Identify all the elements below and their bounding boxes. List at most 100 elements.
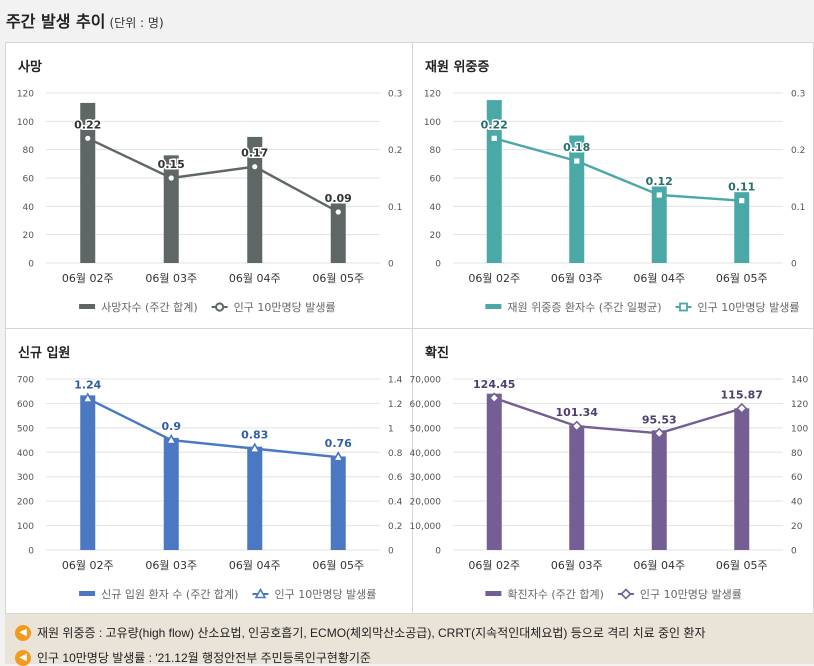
right-axis-tick-label: 0.2 [388,146,402,156]
line-point-marker [166,173,176,183]
line-point-marker [488,392,500,404]
left-axis-tick-label: 120 [424,90,441,100]
right-axis-tick-label: 1 [388,424,394,434]
left-axis-tick-label: 70,000 [410,376,442,386]
left-axis-tick-label: 0 [435,547,441,557]
series-line [87,397,339,459]
speaker-icon: ◀ [15,624,31,641]
left-axis-tick-label: 400 [17,449,34,459]
charts-grid: 사망 0 20 40 60 80 100 120 0 0.1 0.2 0.3 06월 02주 06월 03… [5,42,814,615]
bar [651,430,667,550]
bar [569,135,585,263]
line-point-marker [620,588,632,600]
bar [651,186,667,263]
right-axis-tick-label: 100 [791,424,808,434]
left-axis-tick-label: 100 [17,118,34,128]
chart-confirmed: 확진 0 10,000 20,000 30,000 40,000 50,000 60,000 7… [410,345,809,601]
right-axis-tick-label: 1.4 [388,376,403,386]
chart-panel-deaths: 사망 0 20 40 60 80 100 120 0 0.1 0.2 0.3 06월 02주 06월 03… [6,43,412,328]
x-axis-tick-label: 06월 04주 [229,272,281,285]
x-axis-tick-label: 06월 03주 [145,559,197,572]
right-axis-tick-label: 1.2 [388,400,402,410]
x-axis-tick-label: 06월 05주 [312,559,364,572]
chart-title: 사망 [18,59,42,75]
line-point-marker [215,302,225,312]
right-axis-tick-label: 0 [388,260,394,270]
left-axis-tick-label: 300 [17,473,34,483]
left-axis-tick-label: 20 [430,231,442,241]
bar [247,446,263,550]
left-axis-tick-label: 20,000 [410,498,442,508]
chart-title: 확진 [425,345,449,361]
line-point-marker [679,302,688,312]
right-axis-tick-label: 140 [791,376,808,386]
legend-bar-swatch [79,304,96,309]
data-label: 101.34 [556,406,599,419]
data-label: 0.18 [563,141,590,154]
left-axis-tick-label: 30,000 [410,473,442,483]
line-point-marker [165,433,178,445]
data-label: 124.45 [473,378,515,391]
left-axis-tick-label: 60 [23,175,35,185]
data-label: 115.87 [721,388,763,401]
line-point-marker [83,133,93,143]
legend-bar-swatch [485,591,502,596]
chart-panel-confirmed: 확진 0 10,000 20,000 30,000 40,000 50,000 60,000 7… [410,329,814,615]
speaker-icon: ◀ [15,649,31,666]
page-title-text: 주간 발생 추이 [6,12,106,31]
data-label: 0.11 [728,181,755,194]
left-axis-tick-label: 100 [424,118,441,128]
bar [80,395,96,550]
right-axis-tick-label: 0.1 [388,203,402,213]
chart-panel-critical: 재원 위중증 0 20 40 60 80 100 120 0 0.1 0.2 0.3 06월 02주 06… [413,43,814,328]
right-axis-tick-label: 0.2 [791,146,805,156]
left-axis-tick-label: 80 [23,146,35,156]
bar [569,425,585,550]
data-label: 0.17 [241,147,268,160]
x-axis-tick-label: 06월 05주 [312,272,364,285]
right-axis-tick-label: 120 [791,400,808,410]
line-point-marker [254,587,267,599]
data-label: 0.22 [74,118,101,131]
data-label: 0.9 [162,420,182,433]
panel-divider-horizontal [6,328,814,329]
x-axis-tick-label: 06월 02주 [62,559,114,572]
data-label: 0.22 [481,118,508,131]
series-line [493,396,743,435]
left-axis-tick-label: 50,000 [410,424,442,434]
x-axis-tick-label: 06월 05주 [716,559,768,572]
left-axis-tick-label: 700 [17,376,34,386]
right-axis-tick-label: 0.4 [388,498,403,508]
legend-bar-swatch [79,591,96,596]
footer-note-1: ◀ 재원 위중증 : 고유량(high flow) 산소요법, 인공호흡기, E… [15,624,706,641]
data-label: 0.09 [325,192,352,205]
line-point-marker [489,133,499,143]
left-axis-tick-label: 20 [23,231,35,241]
legend-line-label: 인구 10만명당 발생률 [698,301,800,314]
series-line [87,137,339,214]
line-point-marker [654,190,664,200]
chart-panel-hospitalized: 신규 입원 0 100 200 300 400 500 600 700 0 0.2 0.4 0.6 0.8… [6,329,412,615]
legend-line-label: 인구 10만명당 발생률 [640,588,742,601]
data-label: 95.53 [642,413,677,426]
x-axis-tick-label: 06월 03주 [551,272,603,285]
bar [734,192,750,263]
left-axis-tick-label: 60,000 [410,400,442,410]
data-label: 1.24 [74,379,101,392]
data-label: 0.76 [325,437,352,450]
x-axis-tick-label: 06월 05주 [716,272,768,285]
x-axis-tick-label: 06월 04주 [633,559,685,572]
legend-bar-label: 확진자수 (주간 합계) [507,588,604,601]
left-axis-tick-label: 10,000 [410,522,442,532]
x-axis-tick-label: 06월 04주 [229,559,281,572]
left-axis-tick-label: 200 [17,498,34,508]
series-line [493,137,742,202]
line-point-marker [736,402,748,415]
legend-bar-label: 신규 입원 환자 수 (주간 합계) [101,588,238,601]
left-axis-tick-label: 80 [430,146,442,156]
legend-bar-label: 재원 위중증 환자수 (주간 일평균) [507,300,661,314]
x-axis-tick-label: 06월 02주 [468,272,520,285]
bar [330,456,346,550]
page-title: 주간 발생 추이 (단위 : 명) [6,8,164,32]
x-axis-tick-label: 06월 02주 [62,272,114,285]
